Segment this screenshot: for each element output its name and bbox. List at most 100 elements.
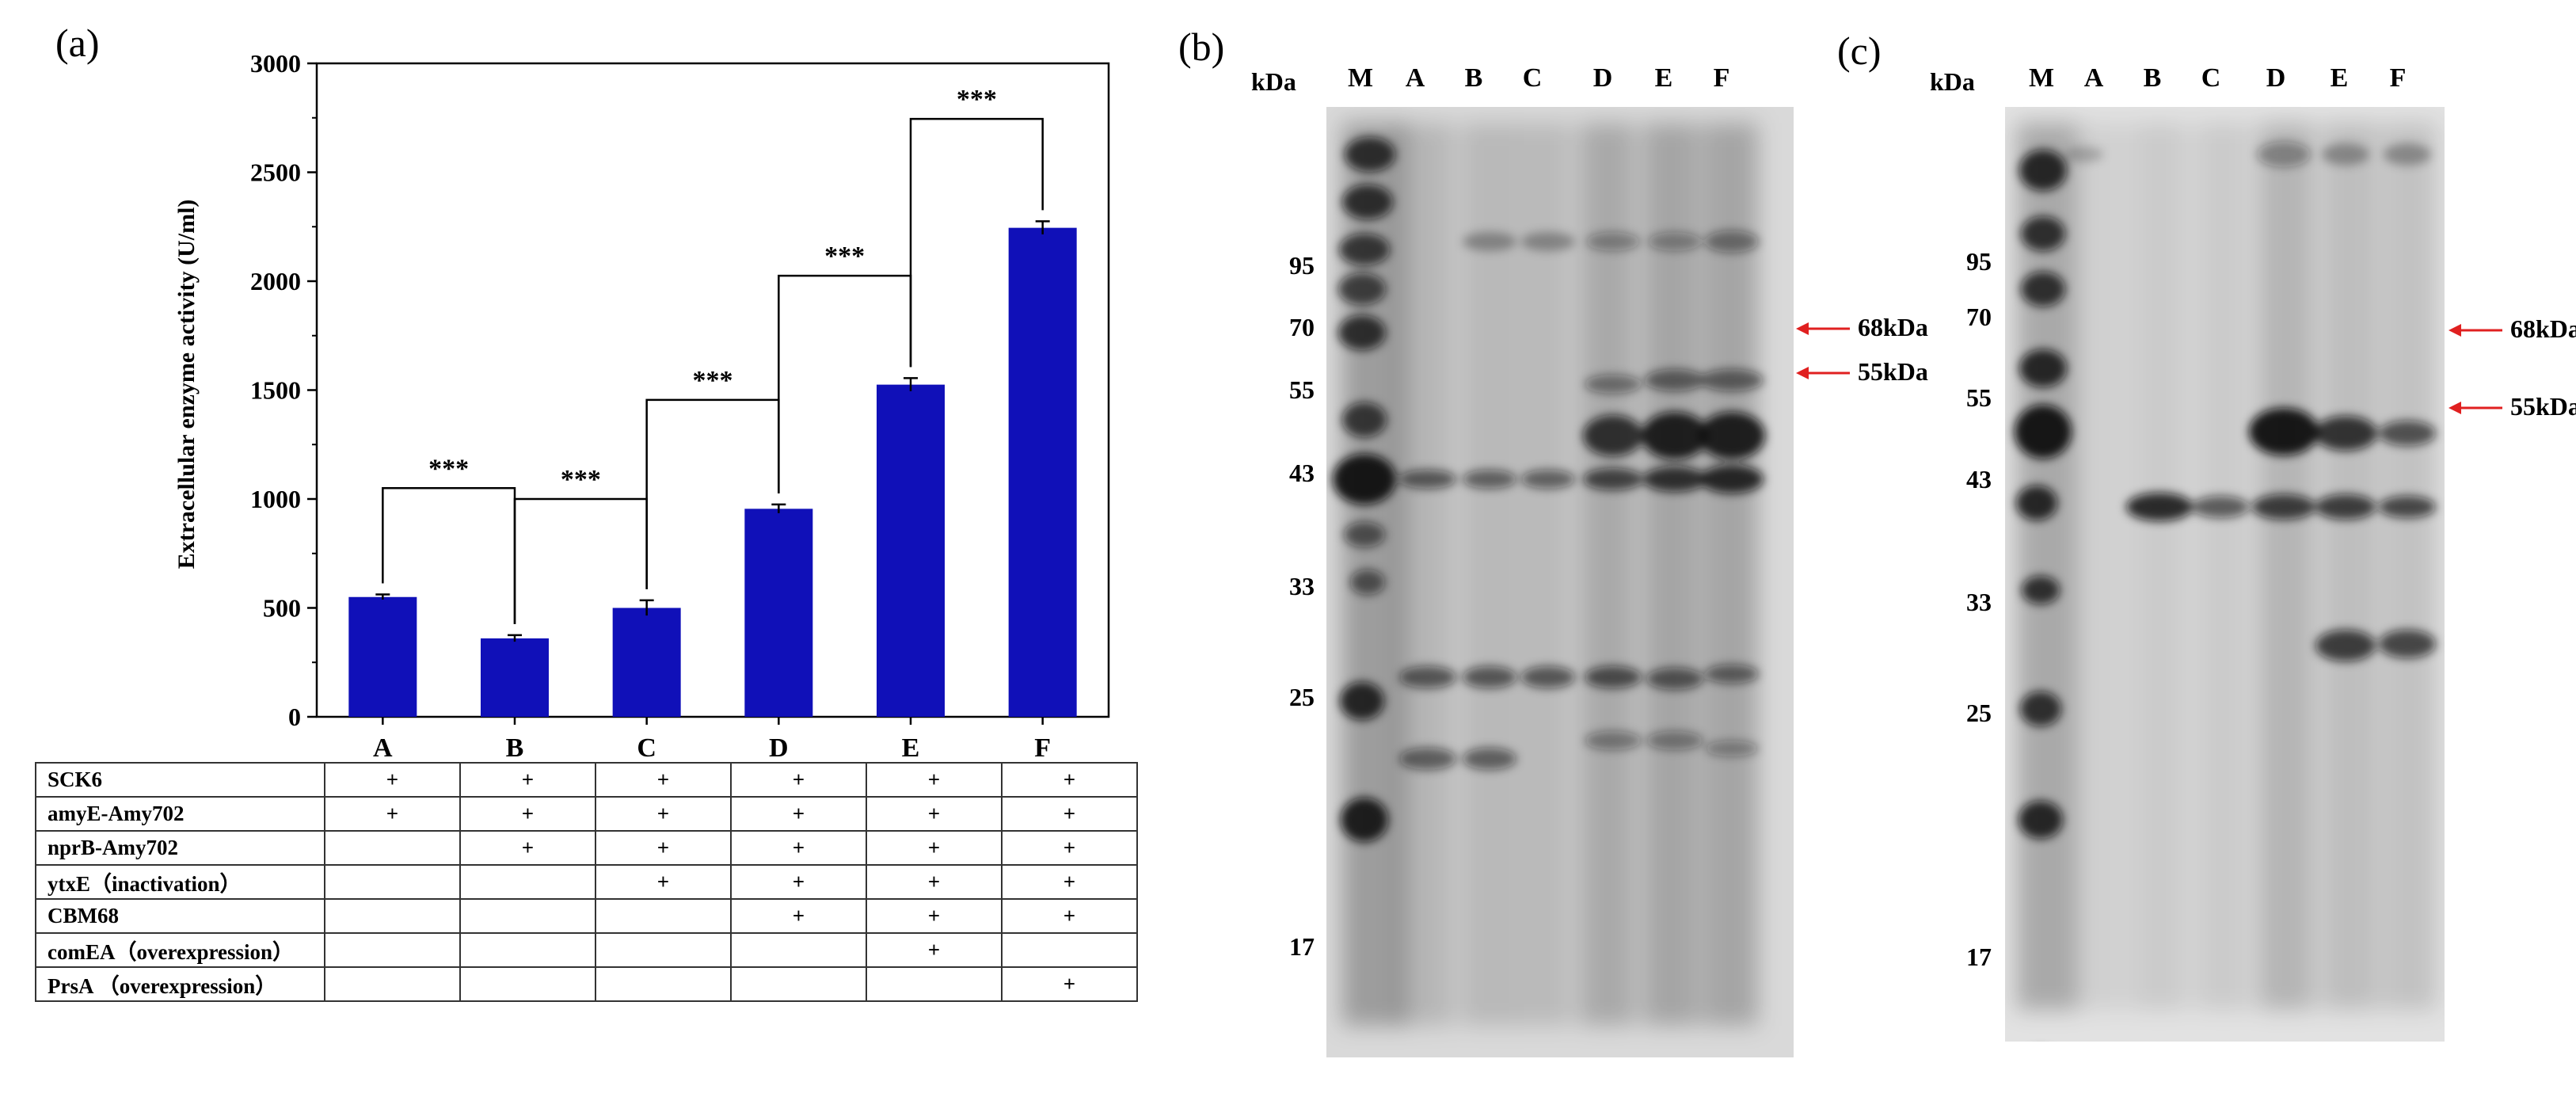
table-cell: + xyxy=(1001,966,1138,1002)
gel-mw-label: 70 xyxy=(1289,313,1315,341)
bar xyxy=(1008,227,1077,717)
table-cell xyxy=(730,932,867,968)
gel-band xyxy=(1521,232,1575,251)
gel-band xyxy=(1463,748,1516,770)
y-tick-label: 0 xyxy=(288,703,301,731)
gel-band xyxy=(1521,470,1575,489)
gel-mw-label: 43 xyxy=(1289,459,1315,487)
table-cell: + xyxy=(730,796,867,832)
panel-label-b: (b) xyxy=(1178,25,1225,69)
bar xyxy=(612,608,681,717)
gel-lane-label: A xyxy=(1405,63,1425,93)
gel-band xyxy=(2019,349,2067,387)
table-row: SCK6 + + + + + + xyxy=(35,762,1138,798)
table-cell: + xyxy=(595,762,732,798)
gel-band xyxy=(2019,801,2063,839)
gel-band xyxy=(2249,408,2319,455)
x-tick-label: B xyxy=(506,733,524,760)
gel-band xyxy=(2379,421,2436,446)
gel-lane-label: M xyxy=(1347,63,1374,93)
gel-band xyxy=(1399,666,1456,688)
gel-band xyxy=(1583,468,1643,490)
table-cell xyxy=(595,932,732,968)
gel-lane-smear xyxy=(2381,123,2437,1010)
table-row-label: nprB-Amy702 xyxy=(35,830,325,866)
gel-c-image xyxy=(2005,107,2445,1042)
gel-band xyxy=(1345,137,1395,172)
bar-chart: 0 500 1000 1500 2000 2500 3000 A B C D E F *** *** ***… xyxy=(173,49,1110,760)
red-arrow-icon xyxy=(1796,367,1850,379)
table-row-label: SCK6 xyxy=(35,762,325,798)
gel-band xyxy=(1583,415,1643,456)
gel-band xyxy=(2021,272,2065,307)
table-cell xyxy=(595,966,732,1002)
table-cell: + xyxy=(324,762,461,798)
gel-lane-smear xyxy=(1580,123,1635,1026)
gel-mw-label: 33 xyxy=(1289,572,1315,600)
gel-band xyxy=(1344,522,1385,547)
gel-c-kda-label: kDa xyxy=(1930,67,1975,96)
x-tick-label: A xyxy=(373,733,393,760)
gel-lane-smear xyxy=(2322,123,2377,1010)
y-axis-label: Extracellular enzyme activity (U/ml) xyxy=(173,200,200,569)
gel-band xyxy=(1585,666,1642,688)
significance-label: *** xyxy=(428,454,469,483)
gel-lane-smear xyxy=(1643,123,1699,1026)
gel-band xyxy=(1646,668,1703,690)
gel-lane-label: F xyxy=(2389,63,2407,93)
table-cell xyxy=(866,966,1003,1002)
table-cell xyxy=(459,932,596,968)
table-row-label: amyE-Amy702 xyxy=(35,796,325,832)
gel-band xyxy=(1463,232,1516,251)
y-tick-label: 3000 xyxy=(250,49,301,78)
table-cell xyxy=(730,966,867,1002)
gel-band xyxy=(2315,630,2376,661)
table-cell: + xyxy=(1001,796,1138,832)
gel-band xyxy=(1585,375,1642,394)
table-cell: + xyxy=(866,898,1003,934)
gel-lane-smear xyxy=(2258,123,2314,1010)
red-arrow-icon xyxy=(2449,402,2502,414)
bar xyxy=(481,638,549,717)
gel-band xyxy=(1338,273,1386,305)
table-row: ytxE（inactivation） + + + + xyxy=(35,864,1138,900)
gel-band xyxy=(2322,143,2369,166)
table-row-label: CBM68 xyxy=(35,898,325,934)
gel-band xyxy=(1705,741,1759,756)
table-cell: + xyxy=(866,762,1003,798)
table-cell: + xyxy=(730,898,867,934)
red-arrow-icon xyxy=(1796,322,1850,335)
gel-band-label: 68kDa xyxy=(2510,314,2576,343)
gel-band xyxy=(1399,470,1456,489)
bar xyxy=(877,384,945,717)
table-cell: + xyxy=(459,762,596,798)
gel-band xyxy=(2065,147,2103,162)
table-cell: + xyxy=(324,796,461,832)
gel-mw-label: 55 xyxy=(1289,375,1315,404)
table-cell xyxy=(459,966,596,1002)
table-row: PrsA （overexpression） + xyxy=(35,966,1138,1002)
gel-lane-label: M xyxy=(2028,63,2055,93)
table-cell: + xyxy=(730,830,867,866)
gel-band xyxy=(1642,412,1708,459)
gel-band xyxy=(2252,494,2315,520)
significance-label: *** xyxy=(824,242,865,271)
table-cell xyxy=(324,830,461,866)
table-row-label: ytxE（inactivation） xyxy=(35,864,325,900)
gel-b-image xyxy=(1326,107,1794,1057)
gel-band xyxy=(1705,665,1759,684)
table-cell xyxy=(324,864,461,900)
table-row: amyE-Amy702 + + + + + + xyxy=(35,796,1138,832)
gel-band xyxy=(1586,232,1640,251)
gel-mw-label: 33 xyxy=(1966,588,1992,616)
table-cell: + xyxy=(730,762,867,798)
table-cell: + xyxy=(1001,762,1138,798)
x-tick-label: F xyxy=(1034,733,1051,760)
gel-band xyxy=(2019,150,2067,191)
gel-lane-label: E xyxy=(2330,63,2349,93)
gel-mw-label: 95 xyxy=(1966,247,1992,276)
gel-mw-label: 55 xyxy=(1966,383,1992,412)
gel-mw-label: 25 xyxy=(1289,683,1315,711)
table-cell xyxy=(1001,932,1138,968)
panel-label-c: (c) xyxy=(1837,29,1882,73)
